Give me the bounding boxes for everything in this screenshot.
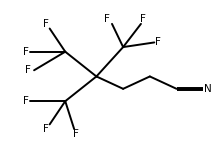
Text: F: F (104, 14, 110, 24)
Text: F: F (73, 129, 79, 139)
Text: F: F (43, 19, 49, 29)
Text: F: F (23, 96, 28, 106)
Text: F: F (155, 37, 161, 47)
Text: F: F (43, 124, 49, 134)
Text: N: N (204, 84, 212, 94)
Text: F: F (25, 65, 31, 75)
Text: F: F (140, 14, 146, 24)
Text: F: F (23, 47, 28, 57)
